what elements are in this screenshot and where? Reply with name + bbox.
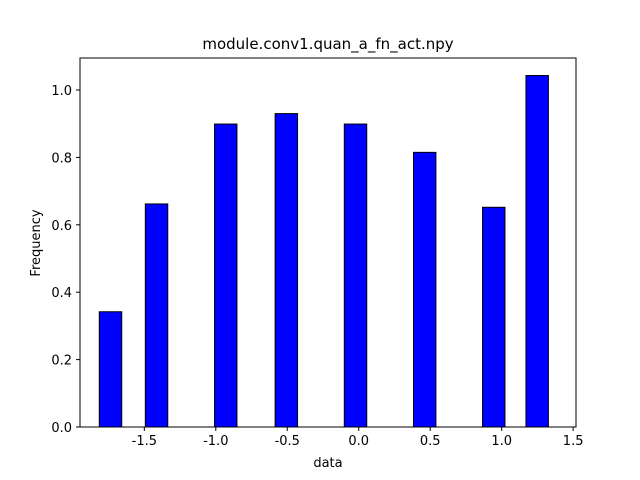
- y-tick-label: 0.4: [51, 286, 72, 301]
- x-tick-label: -0.5: [275, 434, 300, 449]
- x-axis-label: data: [313, 456, 342, 471]
- x-tick-label: -1.5: [132, 434, 157, 449]
- y-tick-label: 0.8: [51, 151, 72, 166]
- bar-7: [525, 75, 549, 428]
- bar-2: [214, 123, 238, 428]
- bar-6: [482, 206, 506, 428]
- y-tick-label: 1.0: [51, 84, 72, 99]
- plot-frame: [79, 57, 577, 428]
- bar-5: [412, 151, 437, 428]
- bar-3: [274, 113, 299, 428]
- y-tick-label: 0.6: [51, 219, 72, 234]
- y-tick-label: 0.2: [51, 354, 72, 369]
- y-tick-label: 0.0: [51, 421, 72, 436]
- bar-4: [343, 123, 368, 428]
- x-tick-label: 1.5: [563, 434, 584, 449]
- chart-title: module.conv1.quan_a_fn_act.npy: [202, 35, 453, 54]
- x-tick-label: 0.5: [420, 434, 441, 449]
- x-tick-label: 1.0: [491, 434, 512, 449]
- x-tick-label: -1.0: [203, 434, 228, 449]
- bar-0: [98, 311, 123, 428]
- y-axis: 0.0 0.2 0.4 0.6 0.8 1.0: [51, 84, 80, 436]
- bar-1: [144, 203, 169, 428]
- x-axis: -1.5 -1.0 -0.5 0.0 0.5 1.0 1.5: [132, 427, 584, 449]
- bars-group: [98, 75, 549, 428]
- y-axis-label: Frequency: [29, 209, 44, 276]
- x-tick-label: 0.0: [348, 434, 369, 449]
